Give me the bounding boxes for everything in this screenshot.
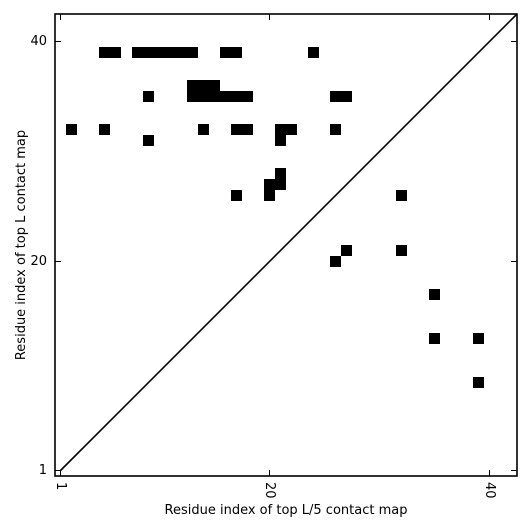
- contact-cell-upper: [275, 124, 286, 135]
- contact-cell-lower: [473, 333, 484, 344]
- diagonal-line: [59, 13, 518, 472]
- y-axis-label: Residue index of top L contact map: [14, 130, 29, 360]
- contact-cell-upper: [66, 124, 77, 135]
- contact-cell-upper: [165, 47, 176, 58]
- contact-cell-upper: [220, 91, 231, 102]
- upper-contact-cells: [66, 47, 352, 201]
- contact-cell-lower: [341, 245, 352, 256]
- contact-cell-upper: [143, 135, 154, 146]
- contact-cell-upper: [220, 47, 231, 58]
- contact-cell-lower: [330, 256, 341, 267]
- contact-cell-upper: [275, 135, 286, 146]
- contact-cell-upper: [198, 124, 209, 135]
- contact-cell-upper: [176, 47, 187, 58]
- contact-cell-upper: [341, 91, 352, 102]
- contact-cell-upper: [209, 80, 220, 91]
- x-axis-ticks: 1 20 40: [53, 14, 497, 499]
- contact-cell-lower: [396, 245, 407, 256]
- contact-cell-upper: [275, 179, 286, 190]
- contact-cell-lower: [429, 289, 440, 300]
- contact-cell-upper: [330, 91, 341, 102]
- y-tick-label: 1: [39, 463, 47, 478]
- contact-cell-upper: [132, 47, 143, 58]
- y-axis-ticks: 1 20 40: [30, 34, 517, 478]
- contact-cell-upper: [154, 47, 165, 58]
- lower-contact-cells: [330, 190, 484, 388]
- contact-cell-upper: [330, 124, 341, 135]
- x-tick-label: 20: [262, 482, 277, 499]
- contact-cell-upper: [99, 124, 110, 135]
- contact-cell-upper: [99, 47, 110, 58]
- contact-cell-upper: [231, 47, 242, 58]
- contact-cell-upper: [231, 190, 242, 201]
- y-tick-label: 40: [30, 34, 47, 49]
- contact-cell-upper: [143, 47, 154, 58]
- contact-cell-upper: [198, 91, 209, 102]
- contact-cell-upper: [110, 47, 121, 58]
- contact-cell-upper: [187, 91, 198, 102]
- contact-cell-upper: [242, 124, 253, 135]
- contact-cell-lower: [429, 333, 440, 344]
- contact-cell-lower: [473, 377, 484, 388]
- contact-cell-upper: [209, 91, 220, 102]
- contact-cell-upper: [231, 91, 242, 102]
- contact-cell-upper: [143, 91, 154, 102]
- contact-cell-upper: [231, 124, 242, 135]
- contact-cell-upper: [275, 168, 286, 179]
- contact-cell-upper: [187, 80, 198, 91]
- contact-cell-upper: [242, 91, 253, 102]
- contact-cell-upper: [198, 80, 209, 91]
- contact-cell-upper: [286, 124, 297, 135]
- contact-cell-upper: [187, 47, 198, 58]
- x-axis-label: Residue index of top L/5 contact map: [165, 503, 408, 518]
- contact-cell-upper: [264, 190, 275, 201]
- y-tick-label: 20: [30, 254, 47, 269]
- contact-cell-lower: [396, 190, 407, 201]
- x-tick-label: 1: [53, 482, 68, 490]
- x-tick-label: 40: [482, 482, 497, 499]
- contact-cell-upper: [264, 179, 275, 190]
- contact-cell-upper: [308, 47, 319, 58]
- plot-frame: [54, 13, 518, 477]
